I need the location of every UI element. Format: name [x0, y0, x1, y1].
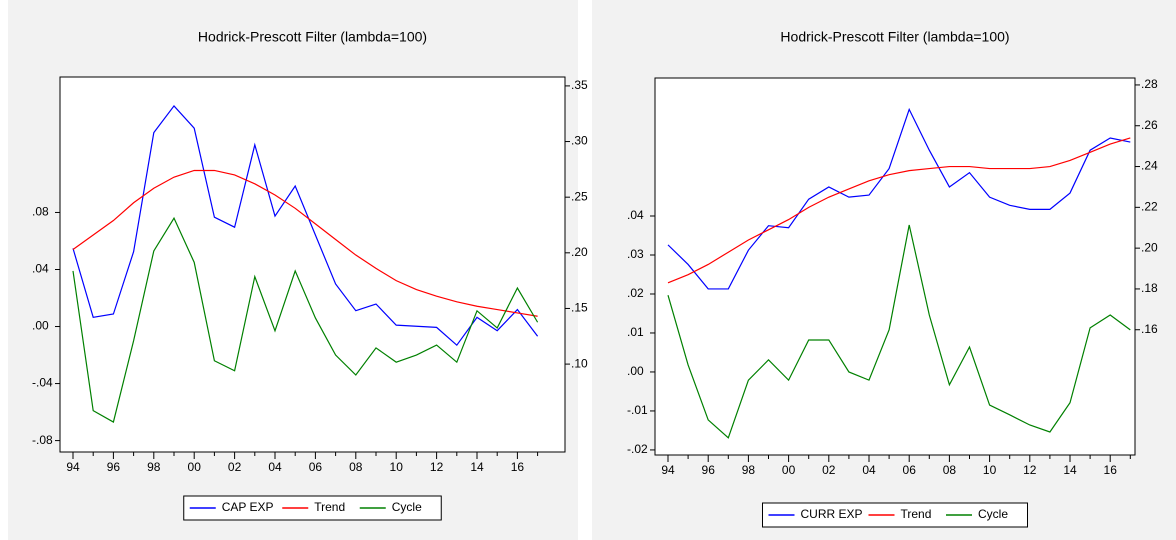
x-tick-label: 04 [268, 460, 282, 474]
y-tick-label: .00 [32, 319, 49, 333]
y-tick-label: -.08 [32, 433, 53, 447]
x-tick-label: 14 [1063, 463, 1077, 477]
y2-tick-label: .22 [1141, 200, 1158, 214]
y2-tick-label: .28 [1141, 77, 1158, 91]
y-tick-label: .04 [627, 208, 644, 222]
x-tick-label: 16 [511, 460, 525, 474]
x-tick-label: 10 [983, 463, 997, 477]
legend-label: Trend [901, 507, 932, 521]
series-line [667, 107, 1131, 290]
y-tick-label: .08 [32, 205, 49, 219]
x-tick-label: 12 [430, 460, 444, 474]
series-line [667, 137, 1131, 284]
y-tick-label: .00 [627, 364, 644, 378]
plot-area [59, 76, 566, 453]
series-line [72, 216, 539, 423]
x-tick-label: 94 [66, 460, 80, 474]
y-tick-label: .03 [627, 247, 644, 261]
y-tick-label: -.04 [32, 376, 53, 390]
y2-tick-label: .25 [571, 189, 588, 203]
chart-title: Hodrick-Prescott Filter (lambda=100) [780, 29, 1009, 45]
y-tick-label: .01 [627, 325, 644, 339]
x-tick-label: 08 [349, 460, 363, 474]
legend-label: Cycle [978, 507, 1008, 521]
x-tick-label: 98 [147, 460, 161, 474]
y-tick-label: .02 [627, 286, 644, 300]
y2-tick-label: .20 [1141, 240, 1158, 254]
y2-tick-label: .26 [1141, 118, 1158, 132]
y2-tick-label: .24 [1141, 159, 1158, 173]
legend-label: CURR EXP [801, 507, 863, 521]
legend-label: Trend [314, 500, 345, 514]
x-tick-label: 06 [309, 460, 323, 474]
y2-tick-label: .30 [571, 134, 588, 148]
x-tick-label: 16 [1104, 463, 1118, 477]
y2-tick-label: .35 [571, 78, 588, 92]
x-tick-label: 96 [702, 463, 716, 477]
y2-tick-label: .16 [1141, 322, 1158, 336]
x-tick-label: 94 [661, 463, 675, 477]
legend-label: Cycle [392, 500, 422, 514]
y2-tick-label: .15 [571, 301, 588, 315]
y-tick-label: .04 [32, 262, 49, 276]
x-tick-label: 00 [188, 460, 202, 474]
y2-tick-label: .20 [571, 245, 588, 259]
x-tick-label: 02 [228, 460, 242, 474]
series-line [72, 104, 539, 347]
series-line [667, 224, 1131, 439]
y-tick-label: -.01 [627, 403, 648, 417]
y2-tick-label: .10 [571, 356, 588, 370]
y-tick-label: -.02 [627, 442, 648, 456]
x-tick-label: 96 [107, 460, 121, 474]
x-tick-label: 06 [903, 463, 917, 477]
x-tick-label: 98 [742, 463, 756, 477]
legend-label: CAP EXP [222, 500, 274, 514]
x-tick-label: 02 [822, 463, 836, 477]
x-tick-label: 10 [390, 460, 404, 474]
x-tick-label: 12 [1023, 463, 1037, 477]
x-tick-label: 08 [943, 463, 957, 477]
legend-box [762, 502, 1028, 528]
x-tick-label: 00 [782, 463, 796, 477]
plot-area [654, 77, 1136, 456]
chart-title: Hodrick-Prescott Filter (lambda=100) [198, 29, 427, 45]
y2-tick-label: .18 [1141, 281, 1158, 295]
x-tick-label: 14 [470, 460, 484, 474]
x-tick-label: 04 [862, 463, 876, 477]
legend-box [183, 495, 442, 521]
series-line [72, 169, 538, 317]
